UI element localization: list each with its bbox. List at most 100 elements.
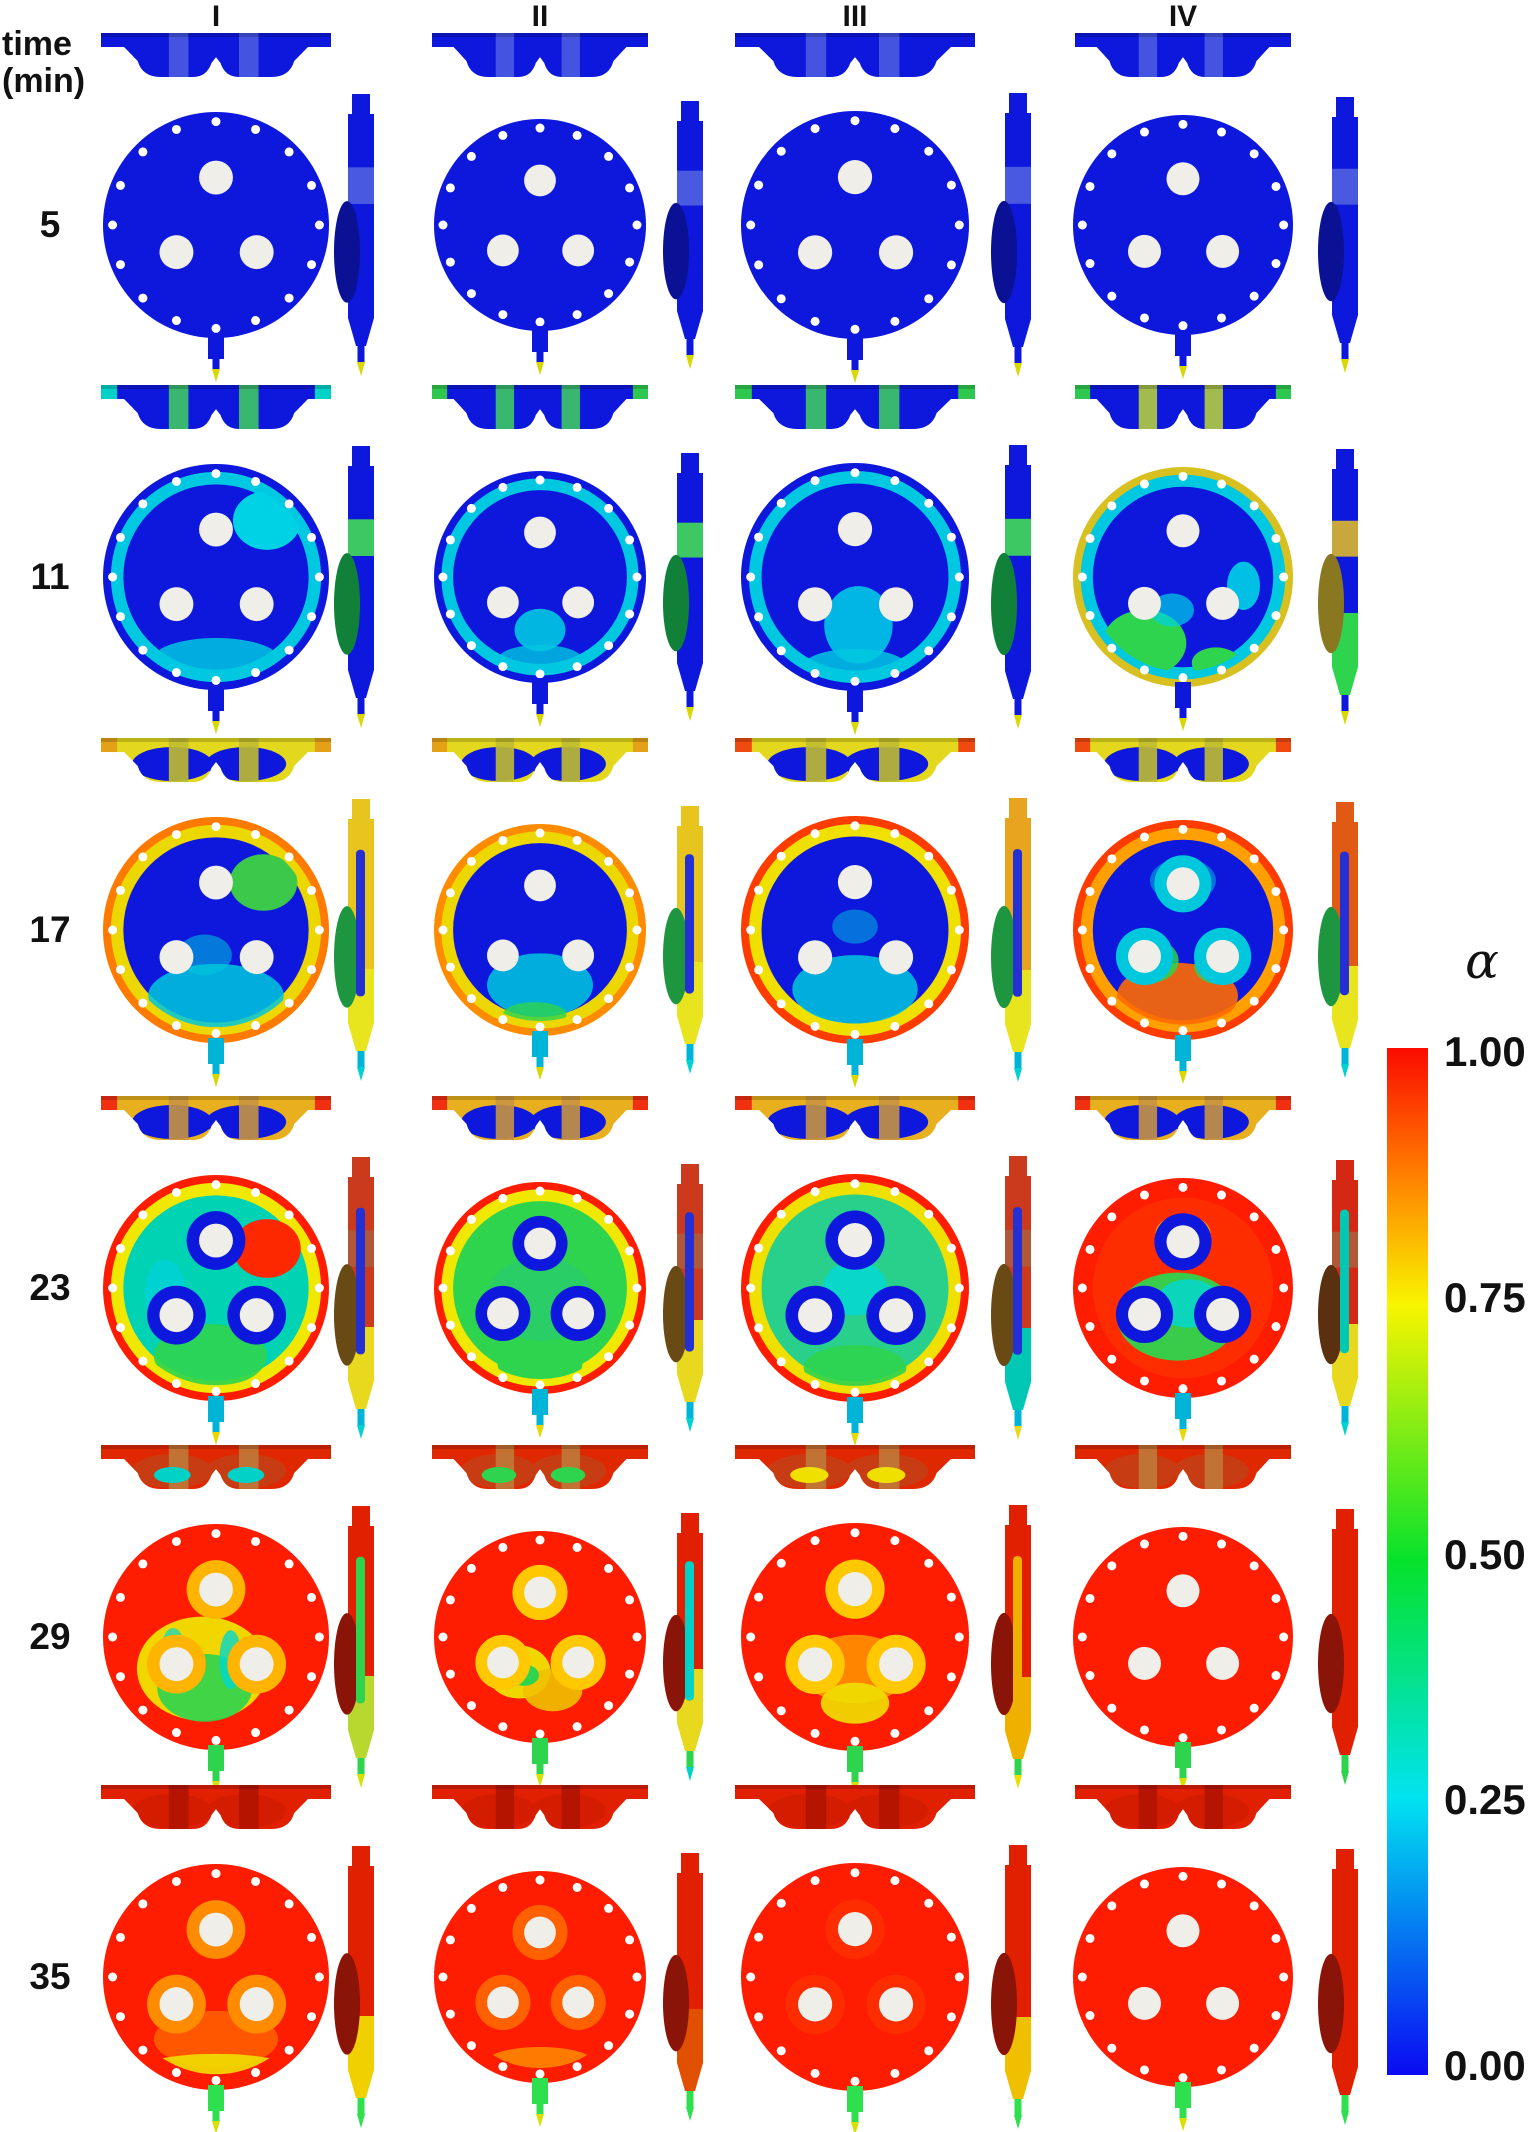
- bolt-hole: [171, 316, 181, 326]
- bolt-hole: [572, 835, 582, 845]
- tube-hole: [562, 234, 595, 267]
- bolt-hole: [466, 1214, 476, 1224]
- lid-top-view: [735, 1445, 975, 1489]
- drain-stem: [1179, 708, 1187, 718]
- side-stem: [1341, 343, 1349, 359]
- tube-hole: [878, 587, 914, 622]
- bolt-hole: [211, 117, 221, 127]
- lid-edge: [101, 1785, 331, 1789]
- side-stem-tip: [1341, 1422, 1349, 1436]
- bolt-hole: [1139, 1376, 1149, 1386]
- lid-edge: [735, 1785, 975, 1789]
- bolt-hole: [211, 1735, 221, 1745]
- drain-stem: [532, 326, 548, 352]
- bolt-hole: [445, 1246, 455, 1256]
- bolt-hole: [115, 612, 125, 622]
- bolt-hole: [754, 1592, 764, 1602]
- vessel-front-view: [1073, 115, 1293, 379]
- contour-patch: [232, 1219, 301, 1278]
- bolt-hole: [1271, 1593, 1281, 1603]
- bolt-hole: [171, 476, 181, 486]
- bolt-hole: [924, 1558, 934, 1568]
- lid-edge: [432, 738, 648, 742]
- bolt-hole: [108, 1632, 118, 1642]
- bolt-hole: [924, 1706, 934, 1716]
- vessel-front-view: [1073, 467, 1293, 731]
- lid-band: [168, 1785, 189, 1829]
- lid-end: [1275, 385, 1291, 429]
- drain-stem: [1179, 356, 1187, 366]
- vessel-front-view: [741, 111, 969, 383]
- drain-stem: [208, 2085, 224, 2111]
- bolt-hole: [572, 1882, 582, 1892]
- row-label-23min: 23: [29, 1267, 71, 1308]
- drain-stem: [1179, 1768, 1187, 1778]
- panel-I-17min: [101, 738, 374, 1087]
- side-taper: [677, 1374, 703, 1402]
- bolt-hole: [1139, 2065, 1149, 2075]
- bolt-hole: [307, 885, 317, 895]
- vessel-front-view: [434, 119, 646, 375]
- side-streak: [1013, 1556, 1022, 1704]
- bolt-hole: [1217, 1539, 1227, 1549]
- contour-patch: [229, 854, 298, 911]
- tube-hole: [1166, 1914, 1200, 1948]
- vessel-side-view: [1318, 449, 1358, 725]
- bolt-hole: [138, 293, 148, 303]
- colorbar-tick-1.00: 1.00: [1444, 1028, 1526, 1075]
- lid-top-view: [432, 33, 648, 77]
- tube-hole: [1206, 234, 1240, 268]
- bolt-hole: [108, 1283, 118, 1293]
- bolt-hole: [754, 965, 764, 975]
- side-streak: [1013, 1207, 1022, 1355]
- vessel-side-view: [991, 93, 1031, 377]
- bolt-hole: [171, 1187, 181, 1197]
- side-stem-tip: [1014, 363, 1022, 377]
- bolt-hole: [1139, 665, 1149, 675]
- bolt-hole: [1271, 259, 1281, 269]
- bolt-hole: [1139, 1879, 1149, 1889]
- lid-band: [1138, 1096, 1158, 1140]
- side-stem: [1014, 1052, 1022, 1068]
- bolt-hole: [251, 2068, 261, 2078]
- drain-tip: [851, 1075, 859, 1088]
- bolt-hole: [1107, 1354, 1117, 1364]
- bolt-hole: [1217, 1018, 1227, 1028]
- vessel-side-view: [663, 1853, 703, 2121]
- bolt-hole: [625, 257, 635, 267]
- bolt-hole: [466, 856, 476, 866]
- bolt-hole: [535, 1535, 545, 1545]
- panel-IV-5min: [1073, 33, 1358, 379]
- vessel-side-view: [1318, 1849, 1358, 2125]
- bolt-hole: [445, 962, 455, 972]
- bolt-hole: [604, 1214, 614, 1224]
- bolt-hole: [1139, 479, 1149, 489]
- lid-top-view: [101, 385, 331, 429]
- colorbar-tick-0.75: 0.75: [1444, 1274, 1526, 1321]
- side-dome: [991, 1263, 1017, 1367]
- bolt-hole: [108, 220, 118, 230]
- side-stem: [1341, 1406, 1349, 1422]
- lid-band: [1138, 1785, 1158, 1829]
- bolt-hole: [810, 1379, 820, 1389]
- side-cap: [352, 446, 370, 470]
- vessel-body: [453, 138, 627, 312]
- side-cap: [1009, 798, 1027, 822]
- bolt-hole: [284, 499, 294, 509]
- lid-accent: [153, 1467, 191, 1483]
- side-stem-tip: [686, 1767, 694, 1781]
- tube-hole: [524, 1576, 556, 1609]
- lid-band: [561, 33, 580, 77]
- side-streak: [685, 1561, 694, 1701]
- tube-hole: [239, 1647, 274, 1682]
- lid-band: [561, 1096, 580, 1140]
- side-stem: [357, 698, 365, 714]
- bolt-hole: [171, 668, 181, 678]
- bolt-hole: [890, 1876, 900, 1886]
- bolt-hole: [1271, 1322, 1281, 1332]
- bolt-hole: [604, 1352, 614, 1362]
- lid-band: [561, 385, 580, 429]
- bolt-hole: [284, 998, 294, 1008]
- side-stem-tip: [1341, 1771, 1349, 1785]
- side-stem-tip: [1014, 1775, 1022, 1789]
